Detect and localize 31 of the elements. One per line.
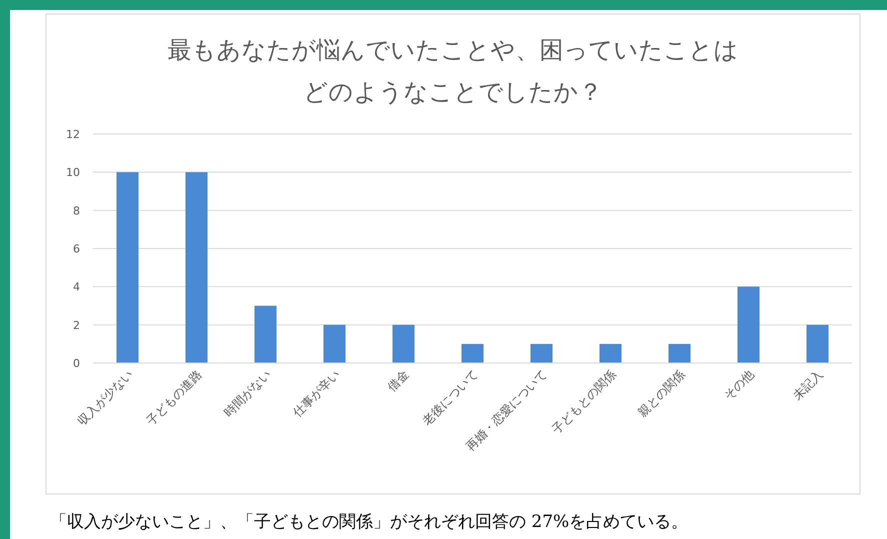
bar xyxy=(392,324,414,363)
x-tick-label: 借金 xyxy=(384,367,412,394)
y-tick-label: 4 xyxy=(73,280,80,294)
bar xyxy=(186,172,208,363)
x-tick-label: 子どもの進路 xyxy=(144,367,205,428)
bar xyxy=(600,344,622,363)
x-tick-label: 老後について xyxy=(420,367,481,428)
bar xyxy=(462,344,484,363)
x-tick-label: 仕事が辛い xyxy=(290,367,343,420)
text: 「収入が少ないこと」、「子どもとの関係」がそれぞれ回答の 27%を占めている。 xyxy=(50,512,688,532)
chart-title: 最もあなたが悩んでいたことや、困っていたことは xyxy=(168,36,738,64)
bar xyxy=(116,172,138,363)
bar xyxy=(806,324,828,363)
y-tick-label: 8 xyxy=(73,204,80,218)
x-tick-label: その他 xyxy=(721,367,757,403)
x-tick-label: 親との関係 xyxy=(635,367,688,420)
x-tick-label: 子どもとの関係 xyxy=(549,367,619,437)
y-tick-label: 2 xyxy=(73,318,80,332)
y-tick-label: 6 xyxy=(73,242,80,256)
bar xyxy=(530,344,552,363)
y-tick-label: 0 xyxy=(73,357,80,370)
y-tick-label: 10 xyxy=(66,166,80,180)
bar xyxy=(738,286,760,363)
x-tick-label: 未記入 xyxy=(790,367,826,403)
bar xyxy=(324,324,346,363)
y-tick-label: 12 xyxy=(66,128,80,141)
x-tick-label: 収入が少ない xyxy=(74,367,136,428)
bar xyxy=(254,306,276,363)
bar xyxy=(668,344,690,363)
x-tick-label: 時間がない xyxy=(221,367,274,420)
chart-subtitle: どのようなことでしたか？ xyxy=(304,78,602,106)
